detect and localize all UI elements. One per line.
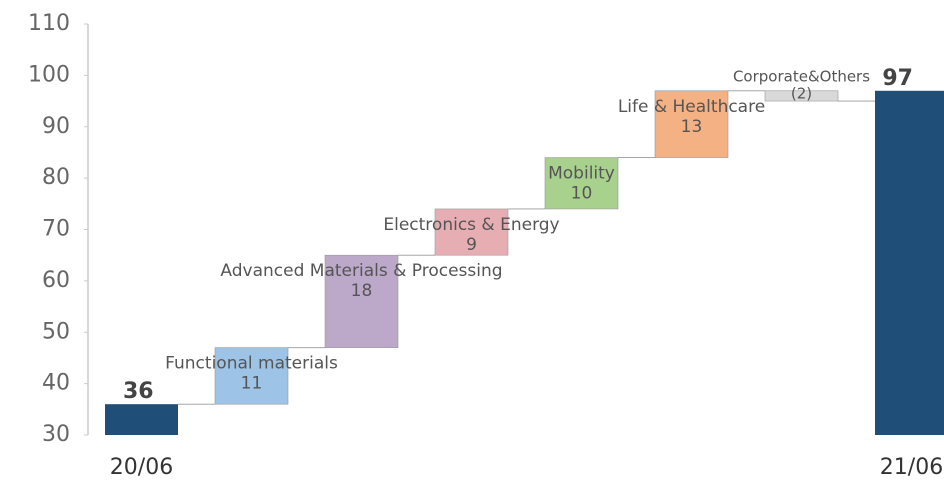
y-tick-label: 40: [42, 371, 70, 396]
bar: [875, 90, 944, 435]
category-label: Mobility: [548, 164, 615, 184]
value-label: 10: [571, 184, 593, 204]
bar: [434, 208, 509, 256]
category-label: Advanced Materials & Processing: [220, 261, 502, 281]
category-label: Life & Healthcare: [618, 97, 765, 117]
value-label: (2): [791, 84, 812, 102]
value-label: 13: [681, 117, 703, 137]
category-label: Functional materials: [165, 354, 338, 374]
y-tick-label: 100: [28, 62, 70, 87]
value-label: 9: [466, 235, 477, 255]
bar: [764, 90, 839, 102]
category-label: Corporate&Others: [733, 67, 870, 85]
y-tick-label: 70: [42, 217, 70, 242]
bar: [214, 347, 289, 405]
bar: [654, 90, 729, 158]
y-tick-label: 110: [28, 11, 70, 36]
y-tick-label: 50: [42, 319, 70, 344]
y-tick-label: 60: [42, 268, 70, 293]
y-tick-label: 80: [42, 165, 70, 190]
value-label: 36: [123, 379, 154, 404]
category-label: Electronics & Energy: [383, 215, 559, 235]
bar: [324, 254, 399, 348]
value-label: 18: [351, 281, 373, 301]
value-label: 97: [882, 66, 913, 91]
bar: [105, 404, 178, 435]
x-tick-label: 21/06: [880, 455, 943, 480]
x-tick-label: 20/06: [110, 455, 173, 480]
y-tick-label: 30: [42, 422, 70, 447]
y-tick-label: 90: [42, 114, 70, 139]
value-label: 11: [241, 374, 263, 394]
bar: [544, 157, 619, 210]
